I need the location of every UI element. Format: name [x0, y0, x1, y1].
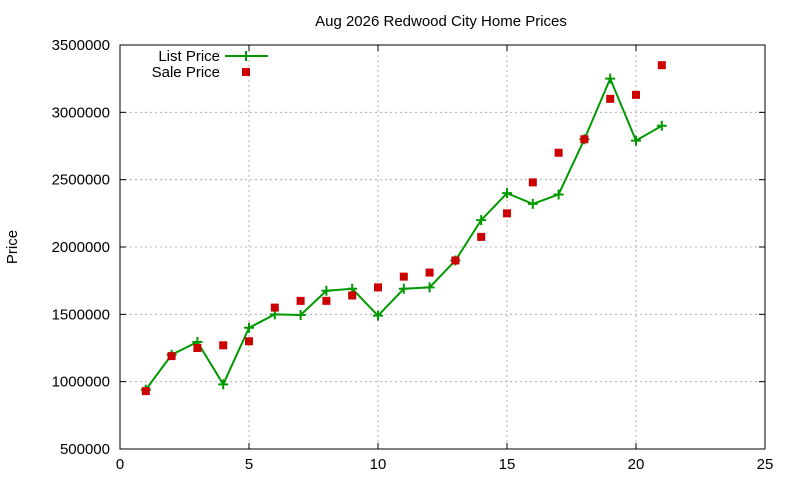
sale-price-point: [477, 232, 486, 241]
x-tick-label: 15: [499, 456, 516, 473]
series-sale-price: [141, 61, 666, 396]
sale-price-point: [296, 296, 305, 305]
y-tick-label: 3000000: [52, 104, 110, 121]
sale-price-point: [270, 303, 279, 312]
sale-price-point: [322, 296, 331, 305]
y-tick-label: 500000: [60, 441, 110, 458]
legend-swatch-marker: [242, 68, 250, 76]
sale-price-point: [554, 148, 563, 157]
list-price-point: [295, 310, 306, 321]
list-price-point: [656, 120, 667, 131]
sale-price-point: [451, 256, 460, 265]
sale-price-point: [632, 90, 640, 99]
list-price-point: [244, 322, 254, 333]
list-price-point: [373, 310, 383, 321]
list-price-point: [631, 135, 641, 146]
y-tick-label: 2000000: [52, 239, 110, 256]
tick-labels: 0 5 10 15 20 25 500000 1000000 1500000 2000000 250…: [52, 37, 774, 473]
sale-price-point: [657, 61, 666, 70]
series-layer: [140, 61, 667, 396]
y-tick-label: 2500000: [52, 172, 110, 189]
sale-price-point: [399, 272, 408, 281]
list-price-point: [424, 282, 435, 293]
x-tick-label: 20: [628, 456, 645, 473]
plot-frame: [119, 44, 766, 450]
sale-price-point: [193, 344, 202, 352]
sale-price-point: [245, 337, 253, 346]
sale-price-point: [580, 135, 589, 144]
list-price-point: [321, 285, 332, 296]
list-price-point: [553, 189, 564, 200]
sale-price-point: [167, 352, 176, 361]
chart-title: Aug 2026 Redwood City Home Prices: [315, 13, 567, 30]
sale-price-point: [374, 283, 382, 292]
list-price-point: [527, 198, 538, 209]
sale-price-point: [503, 209, 511, 218]
sale-price-point: [528, 178, 537, 187]
y-tick-label: 3500000: [52, 37, 110, 54]
y-axis-label: Price: [4, 230, 21, 264]
list-price-point: [502, 188, 512, 199]
sale-price-point: [348, 291, 357, 300]
sale-price-point: [425, 268, 434, 277]
list-price-point: [605, 73, 616, 84]
series-list-price: [140, 73, 667, 395]
legend-label: Sale Price: [152, 64, 220, 81]
sale-price-point: [606, 94, 615, 103]
x-tick-label: 25: [757, 456, 774, 473]
y-tick-label: 1500000: [52, 306, 110, 323]
legend-label: List Price: [158, 48, 220, 65]
x-tick-label: 0: [116, 456, 124, 473]
legend-swatch-marker: [241, 51, 251, 61]
list-price-point: [476, 215, 487, 226]
y-tick-label: 1000000: [52, 374, 110, 391]
x-tick-label: 10: [370, 456, 387, 473]
sale-price-point: [219, 341, 228, 350]
list-price-point: [398, 283, 409, 294]
list-price-point: [218, 379, 229, 390]
x-tick-label: 5: [245, 456, 253, 473]
sale-price-point: [141, 387, 150, 396]
grid-lines: [120, 45, 765, 449]
